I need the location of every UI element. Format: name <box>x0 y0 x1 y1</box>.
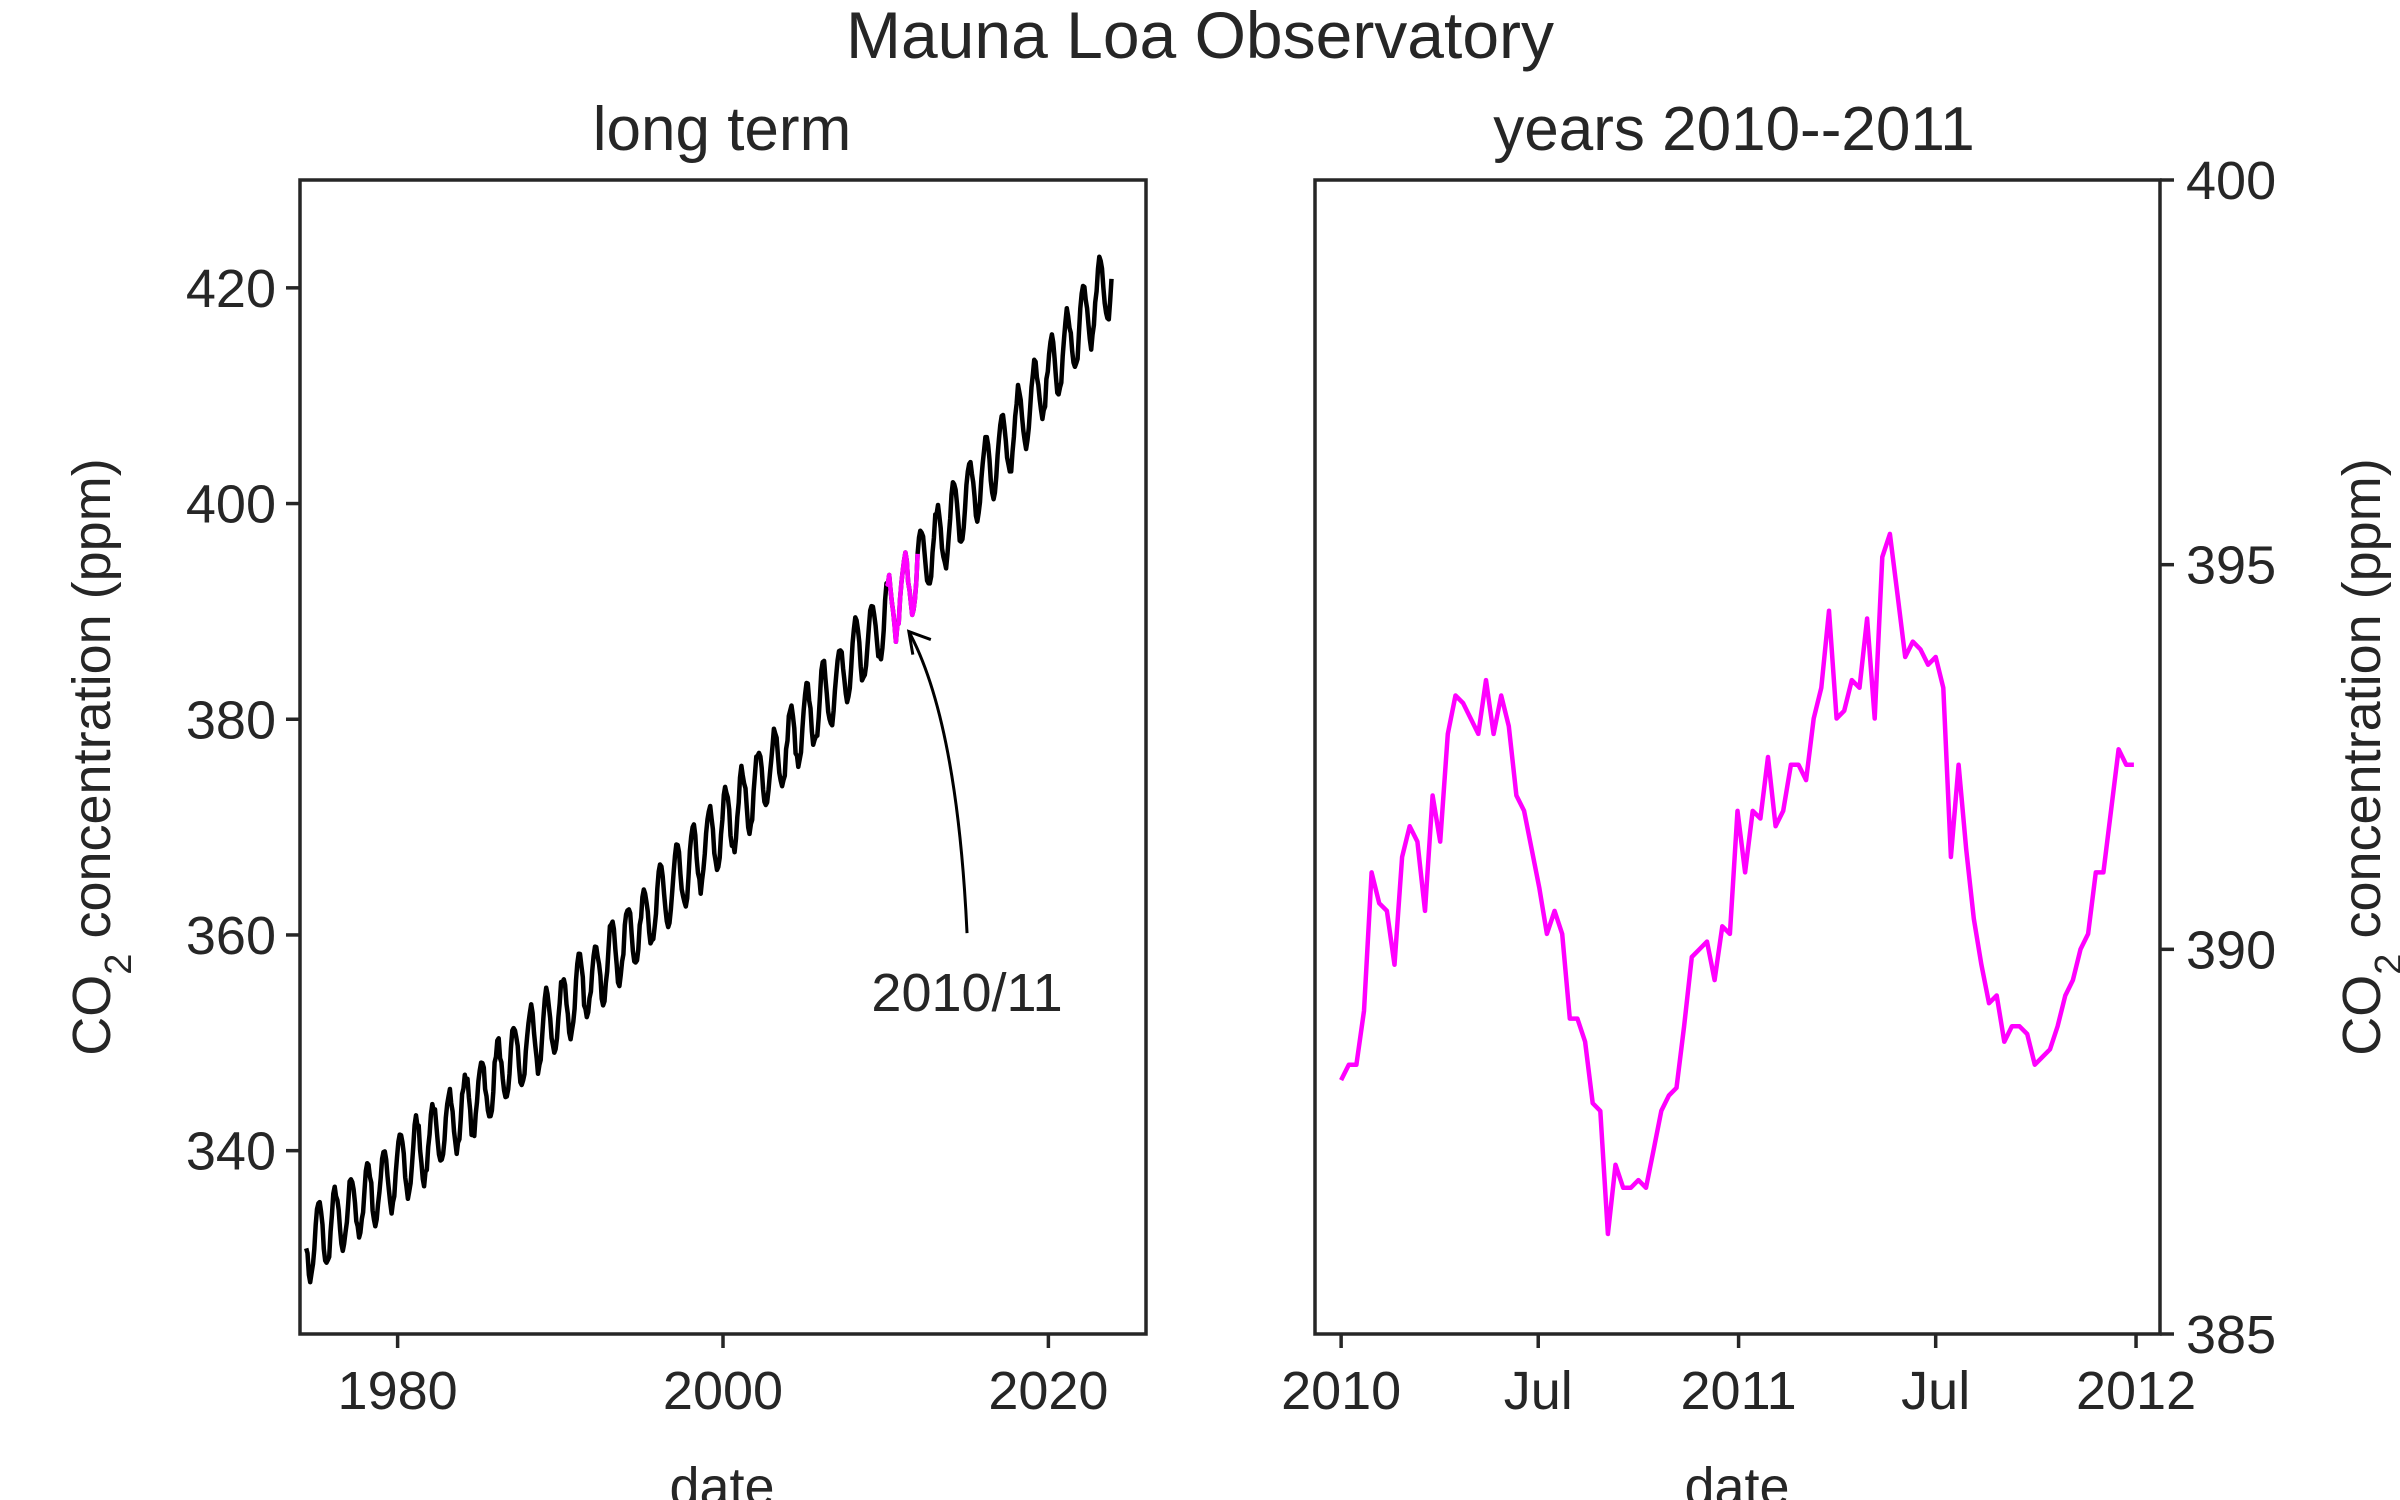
left-ytick-label: 420 <box>186 259 276 319</box>
right-panel-title: years 2010--2011 <box>1493 95 1974 164</box>
right-xtick-label: Jul <box>1901 1361 1970 1421</box>
left-y-axis-ticks: 340 360 380 400 420 <box>186 259 300 1182</box>
highlight-2010-2011-line <box>884 550 920 645</box>
left-ytick-label: 400 <box>186 475 276 535</box>
left-xtick-label: 1980 <box>338 1361 458 1421</box>
right-ytick-label: 385 <box>2186 1305 2276 1365</box>
left-x-axis-label: date <box>669 1457 774 1500</box>
right-x-axis-ticks: 2010 Jul 2011 Jul 2012 <box>1281 1334 2196 1421</box>
left-y-axis-label: CO2 concentration (ppm) <box>62 458 140 1055</box>
co2-2010-2011-line <box>1339 531 2134 1237</box>
right-plot-frame <box>1313 178 2162 1336</box>
right-xtick-label: 2010 <box>1281 1361 1401 1421</box>
right-ytick-label: 400 <box>2186 151 2276 211</box>
left-ytick-label: 360 <box>186 906 276 966</box>
right-y-axis-label: CO2 concentration (ppm) <box>2332 458 2400 1055</box>
right-ytick-label: 395 <box>2186 536 2276 596</box>
left-xtick-label: 2020 <box>988 1361 1108 1421</box>
left-ytick-label: 380 <box>186 690 276 750</box>
left-xtick-label: 2000 <box>663 1361 783 1421</box>
right-xtick-label: 2011 <box>1681 1361 1797 1421</box>
right-y-axis-ticks: 385 390 395 400 <box>2160 151 2276 1365</box>
long-term-co2-line <box>304 254 1114 1285</box>
annotation-label: 2010/11 <box>871 963 1062 1023</box>
left-ytick-label: 340 <box>186 1122 276 1182</box>
right-xtick-label: Jul <box>1504 1361 1573 1421</box>
left-panel-title: long term <box>593 95 851 164</box>
long-term-panel: long term 340 360 380 400 420 1980 2000 2020 2… <box>62 95 1148 1500</box>
figure-title: Mauna Loa Observatory <box>846 0 1554 72</box>
annotation-arrow <box>906 629 969 934</box>
left-plot-frame <box>298 178 1148 1336</box>
left-x-axis-ticks: 1980 2000 2020 <box>338 1334 1108 1421</box>
right-xtick-label: 2012 <box>2076 1361 2196 1421</box>
right-x-axis-label: date <box>1684 1457 1789 1500</box>
right-ytick-label: 390 <box>2186 920 2276 980</box>
